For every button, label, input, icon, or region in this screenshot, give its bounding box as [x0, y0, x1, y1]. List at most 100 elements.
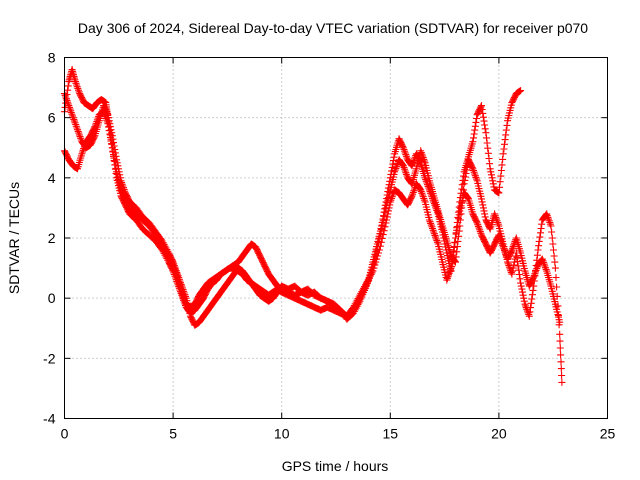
- data-point: [105, 114, 113, 122]
- data-point: [429, 226, 437, 234]
- data-point: [169, 258, 177, 266]
- data-point: [464, 194, 472, 202]
- data-point: [420, 196, 428, 204]
- data-point: [515, 266, 523, 274]
- data-point: [504, 258, 512, 266]
- data-point: [507, 268, 515, 276]
- data-point: [72, 122, 80, 130]
- data-point: [180, 287, 188, 295]
- data-point: [453, 243, 461, 251]
- data-point: [428, 223, 436, 231]
- data-point: [426, 218, 434, 226]
- data-point: [418, 150, 426, 158]
- data-point: [73, 81, 81, 89]
- x-tick-label: 0: [61, 426, 69, 442]
- data-point: [173, 270, 181, 278]
- data-point: [530, 282, 538, 290]
- data-point: [69, 114, 77, 122]
- data-point: [478, 198, 486, 206]
- data-point: [445, 269, 453, 277]
- data-point: [478, 106, 486, 113]
- data-point: [64, 100, 72, 108]
- data-point: [535, 242, 543, 250]
- data-point: [417, 186, 425, 194]
- data-point: [500, 145, 508, 153]
- data-point: [430, 230, 438, 238]
- data-point: [492, 213, 500, 221]
- data-point: [527, 304, 534, 312]
- y-tick-label: 2: [48, 230, 56, 246]
- data-point: [389, 157, 397, 165]
- data-point: [551, 258, 559, 266]
- data-point: [479, 204, 487, 212]
- data-point: [494, 219, 502, 226]
- data-point: [419, 191, 427, 199]
- data-point: [180, 289, 188, 297]
- data-point: [110, 142, 118, 150]
- data-point: [399, 162, 407, 170]
- data-point: [444, 273, 452, 281]
- data-point: [486, 165, 494, 173]
- x-tick-label: 10: [274, 426, 290, 442]
- data-point: [105, 117, 113, 125]
- data-point: [548, 234, 556, 242]
- data-point: [113, 159, 121, 167]
- data-point: [447, 266, 454, 274]
- data-point: [422, 176, 430, 184]
- data-point: [509, 264, 517, 272]
- data-point: [491, 212, 499, 220]
- data-point: [472, 118, 480, 126]
- data-point: [455, 227, 463, 235]
- data-point: [461, 176, 469, 184]
- data-point: [537, 229, 544, 237]
- data-point: [111, 149, 119, 157]
- data-point: [513, 253, 521, 261]
- data-point: [483, 139, 491, 147]
- data-point: [70, 115, 78, 123]
- data-point: [527, 299, 535, 307]
- data-point: [517, 282, 525, 290]
- data-point: [377, 225, 385, 233]
- data-point: [548, 228, 556, 236]
- data-point: [555, 321, 563, 329]
- data-point: [178, 284, 186, 292]
- data-point: [451, 257, 459, 265]
- data-point: [558, 372, 566, 379]
- data-point: [541, 264, 549, 272]
- data-point: [388, 193, 396, 201]
- data-point: [106, 120, 114, 128]
- data-point: [471, 170, 479, 178]
- data-point: [115, 168, 123, 176]
- data-point: [460, 186, 467, 194]
- data-point: [71, 119, 79, 127]
- data-point: [410, 187, 418, 195]
- data-point: [420, 195, 428, 202]
- data-point: [463, 166, 471, 174]
- data-point: [522, 302, 530, 310]
- series-track-c: [61, 90, 566, 386]
- x-axis-title: GPS time / hours: [282, 458, 389, 474]
- data-point: [116, 171, 124, 179]
- data-point: [501, 136, 509, 144]
- data-point: [77, 134, 85, 142]
- data-point: [537, 225, 545, 232]
- data-point: [370, 260, 378, 268]
- data-point: [379, 217, 387, 225]
- data-point: [529, 286, 537, 294]
- data-point: [476, 228, 484, 236]
- data-point: [552, 274, 560, 281]
- data-point: [113, 156, 121, 164]
- data-point: [452, 258, 459, 266]
- data-point: [534, 246, 542, 254]
- data-point: [470, 167, 477, 174]
- data-point: [400, 164, 408, 171]
- data-point: [471, 122, 479, 130]
- data-point: [399, 144, 407, 152]
- data-point: [495, 189, 503, 197]
- data-point: [553, 292, 561, 300]
- data-point: [76, 133, 84, 141]
- data-point: [478, 102, 485, 110]
- data-point: [547, 222, 555, 230]
- data-point: [175, 275, 183, 283]
- data-point: [468, 164, 476, 171]
